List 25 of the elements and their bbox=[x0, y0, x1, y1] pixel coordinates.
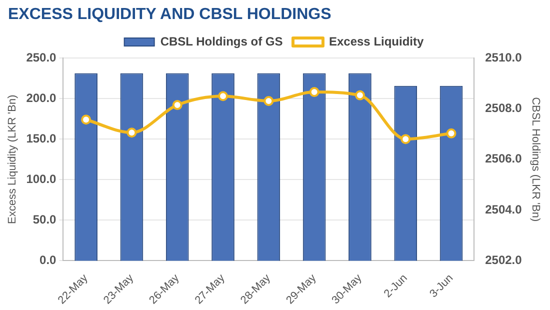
point bbox=[81, 114, 92, 125]
y2-tick-label: 2508.0 bbox=[485, 100, 522, 115]
y2-tick-label: 2510.0 bbox=[485, 50, 522, 64]
point bbox=[354, 90, 365, 100]
y-tick-label: 0.0 bbox=[40, 253, 57, 268]
point bbox=[172, 100, 182, 110]
point bbox=[309, 87, 320, 98]
y2-tick-label: 2502.0 bbox=[485, 253, 522, 268]
point bbox=[446, 128, 456, 138]
y-tick-label: 100.0 bbox=[26, 172, 57, 186]
y-axis-title: Excess Liquidity (LKR 'Bn) bbox=[6, 94, 19, 224]
y2-tick-label: 2504.0 bbox=[485, 202, 522, 216]
y2-tick-label: 2506.0 bbox=[485, 152, 522, 166]
y-tick-label: 150.0 bbox=[26, 131, 57, 146]
point bbox=[400, 134, 411, 144]
point bbox=[264, 96, 274, 106]
chart-title: EXCESS LIQUIDITY AND CBSL HOLDINGS bbox=[7, 5, 332, 25]
legend-label: CBSL Holdings of GS bbox=[160, 34, 283, 48]
point bbox=[126, 128, 137, 138]
y-tick-label: 250.0 bbox=[26, 50, 57, 64]
y-tick-label: 200.0 bbox=[26, 90, 57, 105]
legend-label: Excess Liquidity bbox=[328, 34, 424, 48]
y2-axis-title: CBSL Holdings (LKR 'Bn) bbox=[529, 97, 542, 222]
point bbox=[218, 91, 228, 102]
y-tick-label: 50.0 bbox=[32, 212, 57, 226]
